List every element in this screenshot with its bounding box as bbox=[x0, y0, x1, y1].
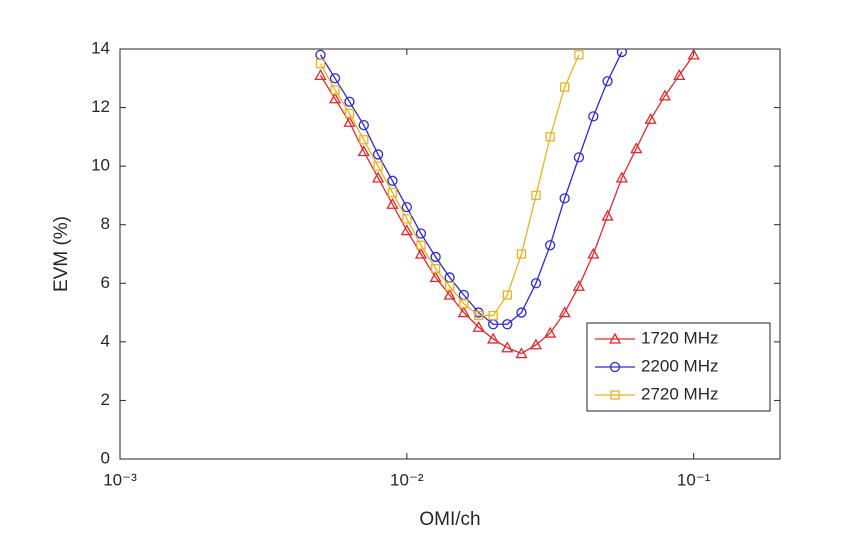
marker bbox=[415, 228, 427, 239]
marker bbox=[344, 96, 355, 107]
marker bbox=[457, 306, 470, 318]
marker bbox=[602, 76, 613, 87]
series-line bbox=[319, 51, 623, 325]
marker bbox=[559, 82, 570, 92]
marker bbox=[329, 73, 341, 84]
legend-label: 1720 MHz bbox=[641, 328, 718, 347]
y-tick-label: 10 bbox=[91, 156, 110, 175]
series-line bbox=[319, 54, 695, 355]
y-tick-label: 2 bbox=[101, 390, 110, 409]
marker bbox=[430, 251, 441, 263]
marker bbox=[400, 224, 413, 236]
marker bbox=[616, 49, 628, 58]
marker bbox=[459, 299, 469, 309]
marker bbox=[601, 209, 614, 221]
marker bbox=[402, 214, 412, 224]
marker bbox=[344, 108, 355, 119]
marker bbox=[443, 288, 456, 300]
marker bbox=[529, 338, 543, 350]
marker bbox=[372, 149, 384, 160]
marker bbox=[387, 175, 398, 186]
y-tick-label: 4 bbox=[101, 331, 110, 350]
plot-area bbox=[314, 49, 700, 359]
marker bbox=[328, 92, 342, 104]
legend-label: 2720 MHz bbox=[641, 384, 718, 403]
marker bbox=[502, 319, 513, 330]
y-tick-label: 14 bbox=[91, 38, 110, 57]
marker bbox=[673, 69, 686, 81]
y-tick-label: 8 bbox=[101, 214, 110, 233]
legend-label: 2200 MHz bbox=[641, 356, 718, 375]
legend-marker bbox=[610, 390, 620, 400]
marker bbox=[472, 320, 485, 332]
marker bbox=[444, 281, 455, 291]
marker bbox=[488, 310, 498, 321]
marker bbox=[545, 132, 555, 142]
marker bbox=[487, 332, 500, 344]
marker bbox=[314, 69, 327, 81]
y-tick-label: 6 bbox=[101, 273, 110, 292]
marker bbox=[386, 197, 399, 209]
marker bbox=[658, 89, 672, 101]
marker bbox=[343, 115, 356, 127]
marker bbox=[545, 240, 556, 251]
marker bbox=[401, 201, 412, 213]
marker bbox=[516, 307, 527, 318]
marker bbox=[416, 240, 426, 250]
marker bbox=[515, 347, 528, 359]
marker bbox=[430, 263, 441, 274]
marker bbox=[558, 306, 571, 318]
marker bbox=[588, 111, 599, 122]
marker bbox=[387, 187, 398, 198]
marker bbox=[373, 161, 383, 171]
marker bbox=[315, 58, 326, 69]
marker bbox=[531, 190, 541, 201]
marker bbox=[559, 193, 570, 204]
marker bbox=[359, 135, 369, 145]
marker bbox=[573, 152, 585, 163]
marker bbox=[574, 50, 584, 60]
marker bbox=[330, 85, 340, 95]
y-tick-label: 12 bbox=[91, 97, 110, 116]
marker bbox=[371, 171, 385, 183]
marker bbox=[530, 278, 542, 289]
marker bbox=[474, 310, 484, 321]
legend-marker bbox=[608, 332, 622, 344]
plot-frame bbox=[119, 48, 781, 460]
marker bbox=[429, 271, 442, 283]
marker bbox=[357, 145, 370, 157]
x-tick-label: 10⁻² bbox=[390, 470, 424, 489]
marker bbox=[358, 119, 369, 131]
y-tick-label: 0 bbox=[101, 448, 110, 467]
x-tick-label: 10⁻³ bbox=[103, 470, 137, 489]
marker bbox=[587, 247, 600, 259]
marker bbox=[630, 142, 643, 154]
marker bbox=[687, 49, 700, 60]
marker bbox=[516, 249, 527, 259]
marker bbox=[615, 171, 628, 183]
marker bbox=[502, 290, 512, 300]
marker bbox=[414, 247, 428, 259]
marker bbox=[544, 326, 557, 338]
y-axis-title: EVM (%) bbox=[51, 216, 72, 292]
x-axis-title: OMI/ch bbox=[419, 509, 480, 530]
marker bbox=[644, 112, 657, 124]
series-line bbox=[319, 54, 580, 317]
legend-marker bbox=[609, 361, 621, 373]
marker bbox=[572, 279, 585, 291]
marker bbox=[501, 341, 514, 353]
x-tick-label: 10⁻¹ bbox=[677, 470, 711, 489]
